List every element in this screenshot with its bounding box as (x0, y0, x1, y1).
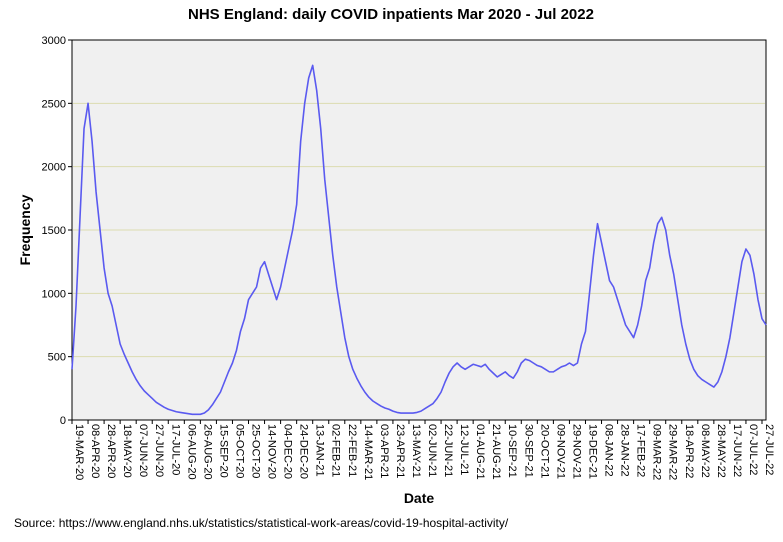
x-tick-label: 24-DEC-20 (298, 424, 310, 479)
x-tick-label: 25-OCT-20 (250, 424, 262, 478)
x-tick-label: 17-JUN-22 (731, 424, 743, 477)
x-tick-label: 27-JUL-22 (763, 424, 775, 475)
y-tick-label: 2000 (42, 162, 66, 174)
source-note: Source: https://www.england.nhs.uk/stati… (14, 516, 509, 530)
x-tick-label: 13-JAN-21 (314, 424, 326, 477)
y-tick-label: 500 (48, 352, 66, 364)
x-tick-label: 09-MAR-22 (651, 424, 663, 480)
y-tick-label: 1000 (42, 288, 66, 300)
x-tick-label: 08-MAY-22 (699, 424, 711, 478)
x-tick-label: 08-APR-20 (89, 424, 101, 478)
x-tick-label: 05-OCT-20 (233, 424, 245, 478)
x-tick-label: 07-JUL-22 (747, 424, 759, 475)
x-tick-label: 06-AUG-20 (185, 424, 197, 480)
x-tick-label: 09-NOV-21 (554, 424, 566, 479)
y-tick-label: 2500 (42, 98, 66, 110)
x-axis-title: Date (404, 490, 435, 506)
x-tick-label: 03-APR-21 (378, 424, 390, 478)
x-tick-label: 07-JUN-20 (137, 424, 149, 477)
x-tick-label: 19-MAR-20 (73, 424, 85, 480)
x-tick-label: 18-MAY-20 (121, 424, 133, 478)
x-tick-label: 08-JAN-22 (603, 424, 615, 477)
y-tick-label: 3000 (42, 35, 66, 47)
x-tick-label: 29-MAR-22 (667, 424, 679, 480)
x-tick-label: 02-FEB-21 (330, 424, 342, 477)
x-tick-label: 04-DEC-20 (282, 424, 294, 479)
x-tick-label: 28-APR-20 (105, 424, 117, 478)
y-tick-label: 1500 (42, 225, 66, 237)
x-tick-label: 27-JUN-20 (153, 424, 165, 477)
x-tick-label: 28-JAN-22 (619, 424, 631, 477)
x-tick-label: 22-JUN-21 (442, 424, 454, 477)
x-tick-label: 10-SEP-21 (506, 424, 518, 478)
x-tick-label: 17-FEB-22 (635, 424, 647, 477)
x-tick-label: 14-MAR-21 (362, 424, 374, 480)
x-tick-label: 23-APR-21 (394, 424, 406, 478)
x-tick-label: 28-MAY-22 (715, 424, 727, 478)
x-tick-label: 20-OCT-21 (538, 424, 550, 478)
data-line (71, 64, 767, 416)
x-tick-label: 13-MAY-21 (410, 424, 422, 478)
chart-title: NHS England: daily COVID inpatients Mar … (188, 6, 594, 23)
y-axis-title: Frequency (17, 194, 33, 265)
x-tick-label: 22-FEB-21 (346, 424, 358, 477)
x-tick-label: 14-NOV-20 (266, 424, 278, 479)
x-tick-label: 21-AUG-21 (490, 424, 502, 480)
x-tick-label: 26-AUG-20 (201, 424, 213, 480)
x-tick-label: 17-JUL-20 (169, 424, 181, 475)
y-tick-label: 0 (60, 415, 66, 427)
x-tick-label: 01-AUG-21 (474, 424, 486, 480)
x-tick-label: 15-SEP-20 (217, 424, 229, 478)
x-tick-label: 19-DEC-21 (586, 424, 598, 479)
x-tick-label: 02-JUN-21 (426, 424, 438, 477)
x-tick-label: 29-NOV-21 (570, 424, 582, 479)
x-tick-label: 12-JUL-21 (458, 424, 470, 475)
x-tick-label: 30-SEP-21 (522, 424, 534, 478)
x-tick-label: 18-APR-22 (683, 424, 695, 478)
